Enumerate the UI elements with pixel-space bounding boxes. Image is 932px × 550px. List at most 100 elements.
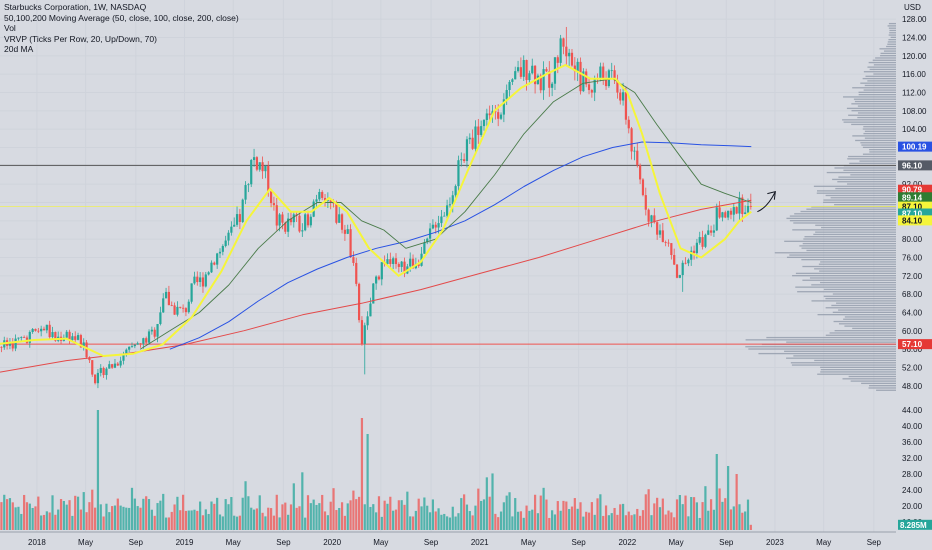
volume-bar (494, 513, 497, 530)
candle-body (190, 283, 193, 302)
candle-body (71, 336, 74, 341)
candle-body (269, 191, 273, 204)
candle-body (315, 199, 318, 202)
volume-bar (278, 517, 281, 530)
profile-bar (825, 334, 896, 336)
volume-bar (451, 506, 454, 530)
volume-bar (656, 497, 659, 530)
volume-bar (681, 504, 684, 530)
candle-body (641, 179, 645, 196)
volume-bar (698, 517, 701, 530)
volume-bar (150, 509, 153, 530)
candle-body (664, 242, 667, 243)
profile-bar (814, 359, 896, 362)
candle-body (593, 78, 596, 93)
volume-bar (167, 517, 171, 530)
volume-bar (352, 490, 355, 530)
profile-bar (825, 297, 896, 300)
ma50-line (139, 78, 752, 350)
legend-ma20[interactable]: 20d MA (4, 44, 34, 54)
candle-body (485, 113, 488, 121)
candle-body (505, 89, 508, 100)
candle-body (403, 261, 406, 274)
candle-body (51, 332, 54, 338)
profile-bar (806, 208, 896, 210)
volume-bar (661, 498, 664, 530)
candle-body (451, 195, 454, 205)
volume-bar (164, 517, 168, 530)
volume-bar (690, 497, 693, 530)
candle-body (369, 303, 372, 317)
candle-body (210, 262, 213, 273)
volume-bar (37, 496, 40, 530)
candle-body (488, 113, 491, 116)
candle-body (335, 203, 338, 223)
volume-bar (11, 502, 14, 530)
volume-bar (650, 515, 653, 530)
volume-bar (636, 508, 639, 530)
candle-body (704, 234, 707, 247)
volume-bar (105, 503, 108, 530)
volume-bar (369, 506, 372, 530)
volume-bar (159, 500, 162, 530)
volume-tick-label: 40.00 (902, 422, 923, 431)
candle-body (417, 264, 420, 266)
profile-bar (774, 252, 896, 254)
candle-body (96, 372, 100, 384)
candle-body (474, 126, 477, 149)
profile-bar (860, 82, 896, 84)
volume-bar (238, 515, 241, 530)
legend-vrvp[interactable]: VRVP (Ticks Per Row, 20, Up/Down, 70) (4, 33, 157, 44)
candle-body (471, 137, 474, 149)
time-tick-label: 2019 (176, 538, 194, 547)
profile-bar (887, 25, 896, 27)
price-tag-label: 87.10 (902, 203, 923, 212)
volume-bar (624, 515, 628, 530)
profile-bar (838, 309, 896, 311)
candle-body (627, 119, 630, 129)
volume-bar (411, 516, 415, 530)
profile-bar (888, 34, 896, 36)
candle-body (639, 165, 642, 180)
time-axis[interactable]: 2018 May Sep 2019 May Sep 2020 May Sep 2021 May Sep… (28, 538, 882, 547)
candle-body (79, 335, 83, 348)
price-tag-label: 100.19 (902, 143, 927, 152)
candle-body (82, 342, 85, 348)
volume-bar (190, 510, 193, 530)
profile-bar (867, 66, 896, 68)
volume-bar (201, 515, 205, 530)
price-tick-label: 52.00 (902, 364, 923, 373)
profile-bar (830, 197, 896, 199)
legend-vol[interactable]: Vol (4, 23, 16, 33)
profile-bar (847, 183, 896, 185)
volume-bar (729, 509, 733, 530)
candle-body (76, 335, 80, 340)
legend-title[interactable]: Starbucks Corporation, 1W, NASDAQ (4, 2, 147, 12)
candle-body (579, 61, 582, 92)
volume-bar (712, 509, 716, 530)
volume-bar (400, 500, 403, 530)
candle-body (74, 336, 77, 340)
volume-bar (602, 515, 605, 530)
ma100-line (169, 141, 752, 350)
profile-bar (862, 153, 896, 155)
volume-bar (539, 495, 542, 530)
candle-body (105, 368, 108, 376)
volume-bar (338, 507, 341, 530)
legend-ma[interactable]: 50,100,200 Moving Average (50, close, 10… (4, 12, 239, 23)
candle-body (587, 84, 591, 91)
profile-bar (823, 199, 896, 201)
volume-bar (454, 516, 457, 530)
candle-body (162, 298, 165, 313)
candle-body (548, 71, 551, 88)
volume-bar (426, 505, 429, 530)
volume-bar (312, 499, 315, 530)
candle-body (434, 224, 437, 228)
profile-bar (861, 382, 896, 385)
candle-body (193, 276, 196, 284)
candle-body (576, 61, 579, 72)
candle-body (423, 242, 426, 254)
